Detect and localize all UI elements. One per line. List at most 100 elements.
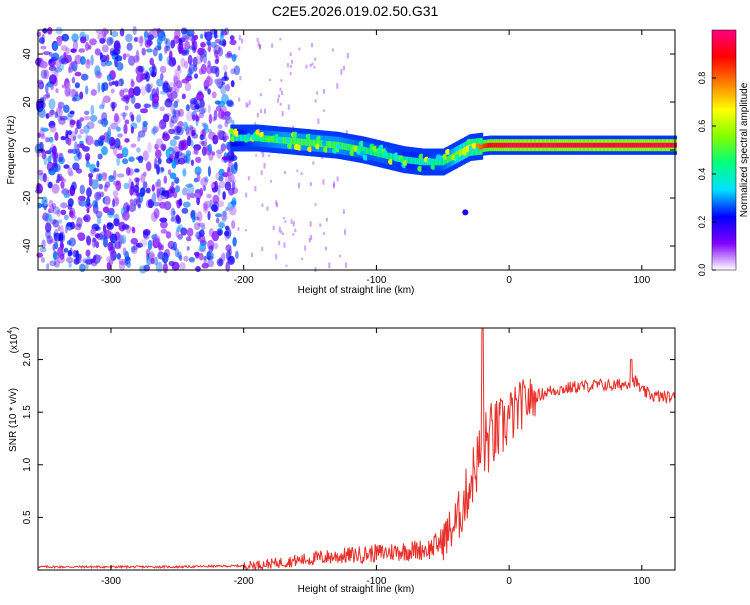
noise-cell [92,237,97,243]
ridge-core-cell [550,142,553,148]
noise-cell [36,152,41,158]
noise-cell [67,167,73,176]
noise-cell [229,255,235,264]
noise-cell [278,226,281,233]
ridge-core-cell [559,142,562,148]
noise-cell [99,52,103,59]
noise-cell [100,172,108,178]
noise-cell [245,229,247,232]
ridge-core-cell [331,141,334,149]
noise-cell [142,150,149,161]
noise-cell [226,99,234,106]
noise-cell [254,122,257,125]
noise-cell [116,62,124,71]
noise-cell [224,120,228,128]
noise-cell [170,207,176,219]
ridge-core-cell [491,142,494,148]
ridge-core-cell [479,143,482,150]
noise-cell [164,37,168,45]
ridge-core-cell [405,156,408,164]
ridge-core-cell [596,142,599,148]
noise-cell [133,243,139,251]
noise-cell [98,183,103,190]
noise-cell [104,195,111,206]
noise-cell [44,201,48,207]
noise-cell [106,256,114,263]
ridge-core-cell [584,142,587,148]
ridge-core-cell [257,134,259,142]
ridge-core-cell [237,134,240,142]
noise-cell [256,112,259,118]
noise-cell [189,100,198,111]
noise-cell [160,229,168,234]
noise-cell [204,85,208,92]
noise-cell [140,187,146,196]
noise-cell [143,30,149,38]
noise-cell [171,261,180,271]
noise-cell [62,189,66,196]
ridge-core-cell [517,142,520,148]
noise-cell [289,52,292,57]
noise-cell [174,68,182,75]
noise-cell [52,243,56,251]
noise-cell [49,74,57,85]
noise-cell [193,222,201,231]
ridge-core-cell [486,143,489,148]
noise-cell [328,262,331,269]
noise-cell [260,150,263,154]
noise-cell [103,119,109,126]
noise-cell [311,43,313,48]
noise-cell [154,45,162,51]
noise-cell [281,111,284,117]
noise-cell [204,176,209,183]
noise-cell [72,162,80,171]
noise-cell [109,50,116,56]
noise-cell [90,89,98,96]
noise-cell [218,222,226,229]
ridge-core-cell [582,142,585,148]
noise-cell [133,86,141,97]
noise-cell [211,151,216,156]
noise-cell [304,245,307,251]
snr-panel: -300 -200 -100 0 100 0.5 1.0 1.5 2.0 Height of … [7,327,676,595]
noise-cell [96,255,103,261]
noise-cell [85,85,89,95]
noise-cell [107,207,115,213]
noise-cell [225,115,233,124]
noise-cell [102,82,109,91]
ridge-core-cell [311,139,314,147]
ridge-core-cell [368,147,371,155]
noise-cell [88,44,92,50]
noise-cell [173,177,179,184]
ridge-core-cell [621,142,624,148]
ridge-core-cell [603,142,606,148]
noise-cell [203,256,207,265]
ridge-core-cell [649,142,652,148]
noise-cell [181,93,186,100]
noise-cell [136,147,141,153]
noise-cell [217,185,221,196]
noise-cell [211,204,218,212]
ridge-core-cell [575,142,578,148]
noise-cell [39,246,47,253]
noise-cell [216,258,224,267]
noise-cell [266,206,269,211]
noise-cell [200,42,206,48]
noise-cell [125,167,131,176]
noise-cell [129,198,134,205]
noise-cell [99,135,106,141]
noise-cell [113,40,121,51]
noise-cell [155,149,162,159]
ridge-core-cell [340,142,343,150]
noise-cell [71,181,77,191]
noise-cell [67,130,73,136]
noise-cell [130,126,134,134]
noise-cell [84,152,91,161]
noise-cell [121,147,129,158]
noise-cell [105,60,113,66]
noise-cell [207,104,211,114]
noise-cell [193,104,201,113]
snr-x-tick-label: -100 [366,576,386,587]
ridge-core-cell [560,142,563,148]
ridge-core-cell [373,149,376,156]
